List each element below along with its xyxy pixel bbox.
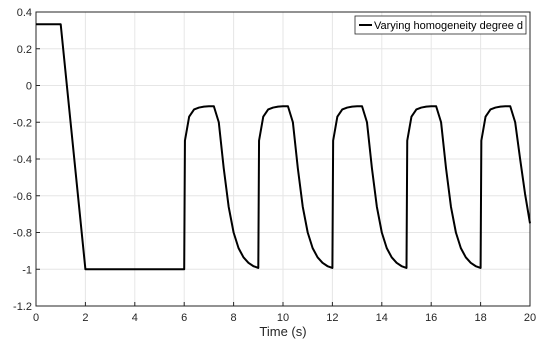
x-axis-label: Time (s) [259, 324, 306, 339]
x-tick-label: 12 [326, 312, 338, 324]
legend: Varying homogeneity degree d [354, 15, 527, 35]
legend-box [354, 15, 527, 35]
plot-frame [35, 11, 531, 307]
y-tick-label: 0 [26, 81, 32, 93]
x-tick-label: 20 [524, 312, 536, 324]
x-tick-label: 0 [33, 312, 39, 324]
x-tick-label: 10 [277, 312, 289, 324]
grid [35, 11, 531, 307]
x-tick-label: 18 [474, 312, 486, 324]
x-tick-label: 4 [132, 312, 138, 324]
x-tick-label: 2 [82, 312, 88, 324]
y-tick-label: -0.8 [13, 228, 32, 240]
y-axis-ticks: -1.2 -1 -0.8 -0.6 -0.4 -0.2 0 0.2 0.4 [13, 7, 40, 313]
y-tick-label: 0.2 [17, 44, 32, 56]
y-tick-label: -0.2 [13, 117, 32, 129]
y-tick-label: -1.2 [13, 301, 32, 313]
y-tick-label: -0.4 [13, 154, 32, 166]
x-axis-ticks: 0 2 4 6 8 10 12 14 16 18 20 [33, 302, 536, 324]
x-tick-label: 14 [376, 312, 388, 324]
x-tick-label: 6 [181, 312, 187, 324]
y-tick-label: 0.4 [17, 7, 32, 19]
y-tick-label: -1 [22, 264, 32, 276]
series-line [36, 23, 531, 271]
x-tick-label: 16 [425, 312, 437, 324]
x-tick-label: 8 [231, 312, 237, 324]
legend-entry: Varying homogeneity degree d [374, 20, 523, 32]
y-tick-label: -0.6 [13, 191, 32, 203]
